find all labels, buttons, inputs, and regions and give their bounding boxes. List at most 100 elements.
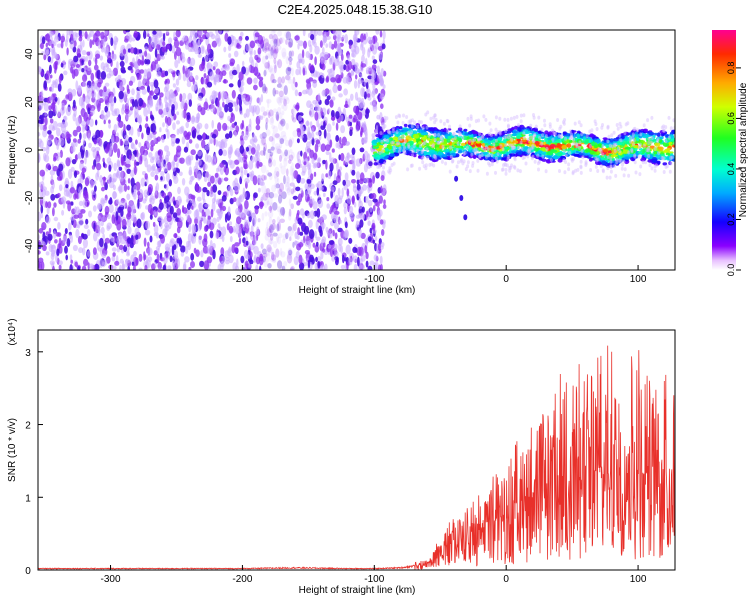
spectrogram-noise-cell <box>66 30 71 36</box>
spectrogram-noise-cell <box>335 111 340 120</box>
spectrogram-noise-cell <box>162 41 166 47</box>
spectrogram-noise-cell <box>76 48 81 58</box>
spectrogram-noise-cell <box>102 66 106 71</box>
spectrogram-noise-cell <box>192 202 197 208</box>
spectrogram-noise-cell <box>146 68 152 78</box>
spectrogram-noise-cell <box>140 177 146 187</box>
spectrogram-noise-cell <box>251 155 255 163</box>
spectrogram-noise-cell <box>45 49 50 55</box>
spectrogram-noise-cell <box>158 108 163 115</box>
spectrogram-noise-cell <box>58 184 63 192</box>
spectrogram-noise-cell <box>240 223 243 228</box>
spectrogram-noise-cell <box>51 101 56 110</box>
spectrogram-noise-cell <box>94 99 98 109</box>
spectrogram-noise-cell <box>264 226 270 236</box>
spectrogram-noise-cell <box>286 176 291 185</box>
spectrogram-noise-cell <box>252 175 258 186</box>
spectrogram-noise-cell <box>119 185 125 193</box>
spectrogram-noise-cell <box>303 161 307 166</box>
spectrogram-signal-cell <box>464 132 470 136</box>
spectrogram-noise-cell <box>125 259 129 268</box>
spectrogram-noise-cell <box>137 73 142 80</box>
spectrogram-noise-cell <box>291 137 295 144</box>
spectrogram-noise-cell <box>234 159 240 165</box>
spectrogram-noise-cell <box>279 182 284 193</box>
spectrogram-noise-cell <box>172 212 178 219</box>
spectrogram-noise-cell <box>52 125 56 131</box>
spectrogram-noise-cell <box>351 49 357 58</box>
spectrogram-noise-cell <box>272 79 277 84</box>
spectrogram-noise-cell <box>175 78 180 86</box>
spectrogram-signal-cell <box>418 141 423 145</box>
spectrogram-noise-cell <box>239 145 245 154</box>
spectrogram-noise-cell <box>219 162 225 168</box>
spectrogram-noise-cell <box>228 83 234 88</box>
spectrogram-noise-cell <box>253 84 258 91</box>
spectrogram-noise-cell <box>354 67 360 74</box>
spectrogram-noise-cell <box>320 58 324 65</box>
spectrogram-noise-cell <box>288 208 292 217</box>
spectrogram-noise-cell <box>271 124 276 130</box>
spectrogram-noise-cell <box>344 155 350 165</box>
spectrogram-noise-cell <box>265 117 269 124</box>
spectrogram-noise-cell <box>284 75 291 81</box>
spectrogram-noise-cell <box>236 197 241 207</box>
spectrogram-noise-cell <box>218 91 221 101</box>
spectrogram-halo-cell <box>509 116 513 121</box>
spectrogram-noise-cell <box>272 38 278 46</box>
spectrogram-noise-cell <box>365 260 369 268</box>
spectrogram-noise-cell <box>277 177 280 185</box>
spectrogram-noise-cell <box>257 34 263 45</box>
spectrogram-noise-cell <box>296 243 302 251</box>
spectrogram-noise-cell <box>361 46 366 56</box>
spectrogram-noise-cell <box>165 251 169 259</box>
spectrogram-noise-cell <box>147 241 150 248</box>
spectrogram-noise-cell <box>268 34 274 40</box>
spectrogram-noise-cell <box>126 252 130 257</box>
spectrogram-noise-cell <box>134 227 140 236</box>
spectrogram-noise-cell <box>45 251 50 256</box>
spectrogram-noise-cell <box>271 257 276 263</box>
spectrogram-noise-cell <box>349 129 353 137</box>
spectrogram-noise-cell <box>120 170 124 180</box>
spectrogram-noise-cell <box>153 134 156 144</box>
spectrogram-noise-cell <box>144 264 148 270</box>
spectrogram-noise-cell <box>81 167 87 173</box>
spectrogram-noise-cell <box>64 228 68 235</box>
spectrogram-noise-cell <box>268 66 272 73</box>
spectrogram-noise-cell <box>258 80 263 88</box>
spectrogram-noise-cell <box>361 108 367 116</box>
spectrogram-noise-cell <box>153 79 159 89</box>
spectrogram-noise-cell <box>268 238 274 245</box>
spectrogram-noise-cell <box>356 179 360 185</box>
spectrogram-noise-cell <box>132 264 136 270</box>
spectrogram-noise-cell <box>351 64 355 70</box>
spectrogram-noise-cell <box>345 64 350 72</box>
spectrogram-signal-cell <box>374 153 379 156</box>
spectrogram-noise-cell <box>256 226 260 236</box>
spectrogram-noise-cell <box>49 118 54 124</box>
spectrogram-noise-cell <box>87 229 91 237</box>
spectrogram-noise-cell <box>175 138 180 144</box>
spectrogram-noise-cell <box>344 33 349 44</box>
spectrogram-noise-cell <box>124 199 127 208</box>
spectrogram-noise-cell <box>69 40 75 50</box>
spectrogram-noise-cell <box>188 169 193 176</box>
spectrogram-noise-cell <box>120 66 126 73</box>
spectrogram-noise-cell <box>139 59 143 65</box>
spectrogram-noise-cell <box>131 37 136 42</box>
spectrogram-noise-cell <box>228 107 233 113</box>
spectrogram-noise-cell <box>283 261 288 267</box>
spectrogram-noise-cell <box>277 260 283 269</box>
spectrogram-noise-cell <box>261 83 267 94</box>
spectrogram-noise-cell <box>58 237 62 246</box>
spectrogram-noise-cell <box>249 40 256 49</box>
spectrogram-halo-cell <box>448 124 451 129</box>
spectrogram-noise-cell <box>108 164 112 172</box>
figure-title: C2E4.2025.048.15.38.G10 <box>278 2 433 17</box>
spectrogram-noise-cell <box>317 199 324 208</box>
spectrogram-noise-cell <box>369 227 373 234</box>
spectrogram-noise-cell <box>292 222 297 232</box>
spectrogram-noise-cell <box>343 88 348 96</box>
spectrogram-noise-cell <box>144 46 148 51</box>
